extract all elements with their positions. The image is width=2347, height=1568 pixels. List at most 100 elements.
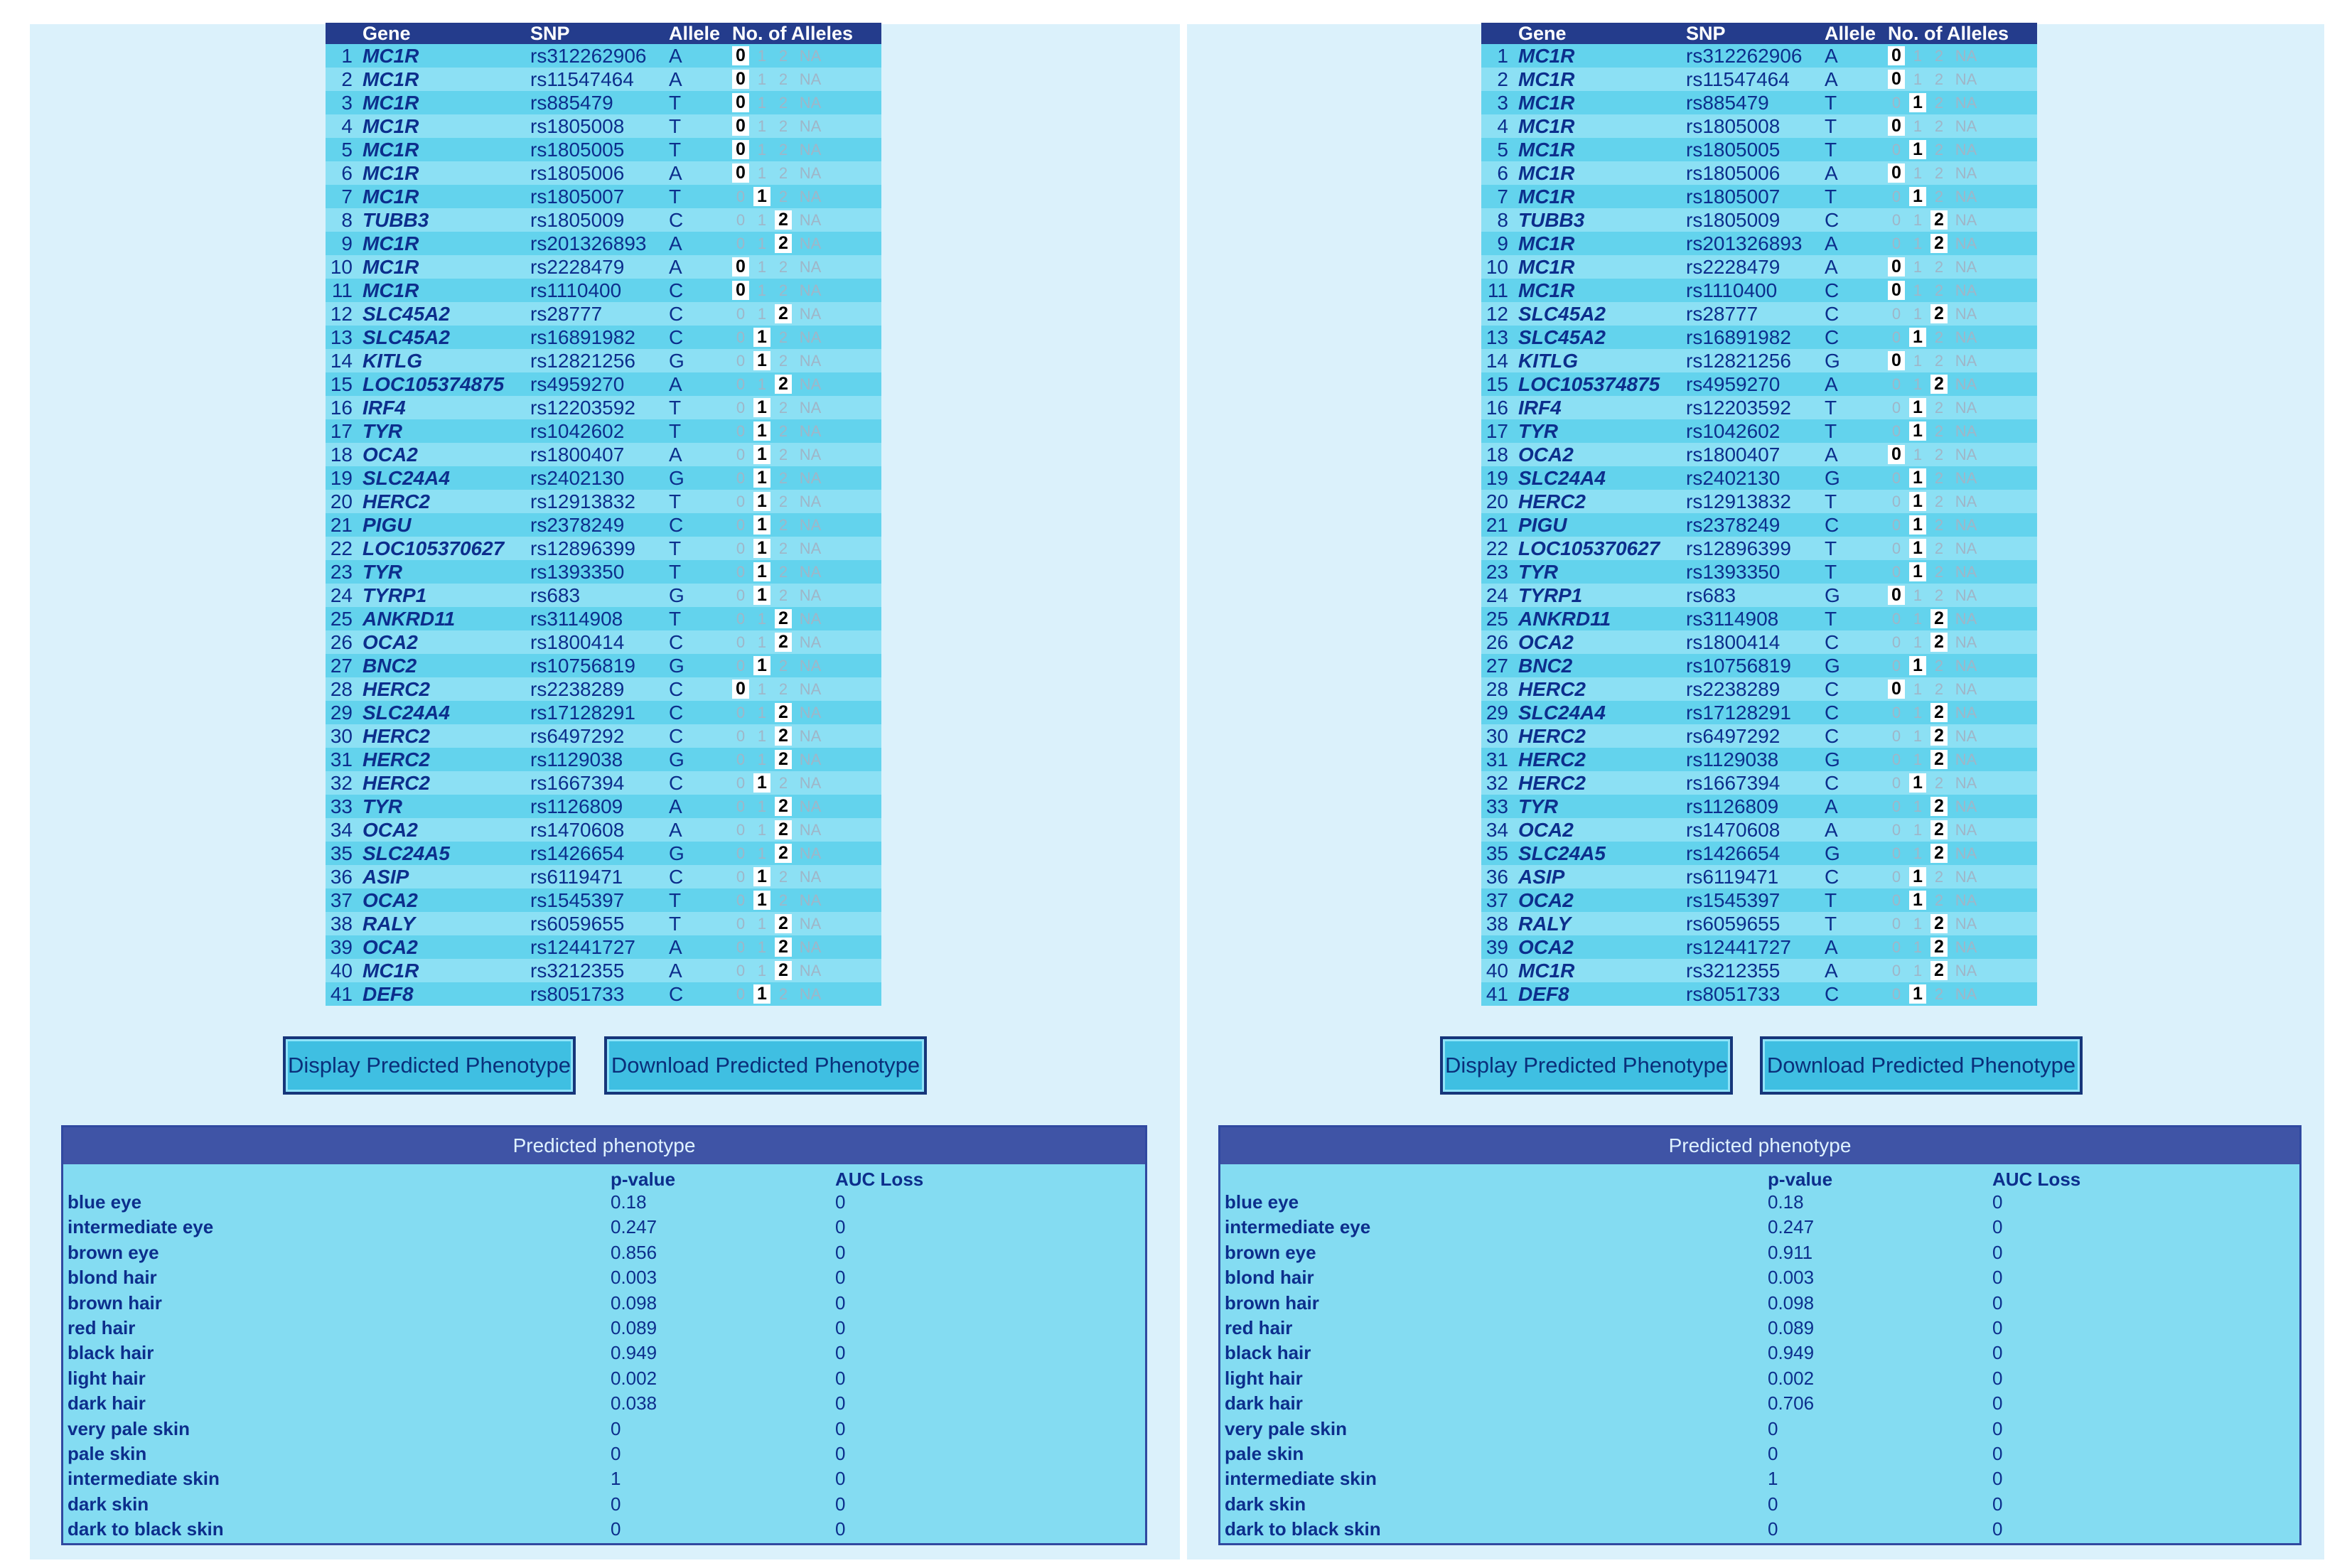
allele-count-option-1[interactable]: 1 xyxy=(757,164,767,182)
allele-count-option-0[interactable]: 0 xyxy=(732,257,749,276)
allele-count-option-2[interactable]: 2 xyxy=(778,422,788,440)
allele-count-option-1[interactable]: 1 xyxy=(1909,421,1926,441)
allele-count-option-na[interactable]: NA xyxy=(799,516,822,534)
allele-count-option-1[interactable]: 1 xyxy=(753,867,770,886)
allele-count-option-1[interactable]: 1 xyxy=(1913,798,1923,815)
allele-count-option-1[interactable]: 1 xyxy=(1909,562,1926,581)
allele-count-option-na[interactable]: NA xyxy=(1955,751,1977,768)
allele-count-option-na[interactable]: NA xyxy=(1955,469,1977,487)
allele-count-option-na[interactable]: NA xyxy=(799,586,822,604)
display-predicted-phenotype-button[interactable]: Display Predicted Phenotype xyxy=(283,1036,576,1095)
allele-count-option-0[interactable]: 0 xyxy=(1891,938,1901,956)
allele-count-option-1[interactable]: 1 xyxy=(757,70,767,88)
allele-count-option-0[interactable]: 0 xyxy=(1891,94,1901,112)
allele-count-option-0[interactable]: 0 xyxy=(736,539,746,557)
allele-count-option-na[interactable]: NA xyxy=(1955,352,1977,370)
allele-count-option-na[interactable]: NA xyxy=(799,680,822,698)
allele-count-option-na[interactable]: NA xyxy=(1955,516,1977,534)
allele-count-option-1[interactable]: 1 xyxy=(757,281,767,299)
allele-count-option-2[interactable]: 2 xyxy=(1930,844,1948,863)
allele-count-option-2[interactable]: 2 xyxy=(1934,469,1944,487)
allele-count-option-2[interactable]: 2 xyxy=(778,868,788,886)
allele-count-option-0[interactable]: 0 xyxy=(1891,328,1901,346)
allele-count-option-2[interactable]: 2 xyxy=(775,609,792,628)
allele-count-option-na[interactable]: NA xyxy=(799,235,822,252)
allele-count-option-1[interactable]: 1 xyxy=(757,680,767,698)
allele-count-option-na[interactable]: NA xyxy=(799,915,822,933)
allele-count-option-1[interactable]: 1 xyxy=(1913,305,1923,323)
allele-count-option-1[interactable]: 1 xyxy=(753,656,770,675)
allele-count-option-0[interactable]: 0 xyxy=(736,657,746,675)
allele-count-option-na[interactable]: NA xyxy=(1955,563,1977,581)
allele-count-option-0[interactable]: 0 xyxy=(1891,493,1901,510)
allele-count-option-0[interactable]: 0 xyxy=(732,281,749,300)
allele-count-option-1[interactable]: 1 xyxy=(1913,446,1923,463)
allele-count-option-0[interactable]: 0 xyxy=(1891,422,1901,440)
allele-count-option-2[interactable]: 2 xyxy=(1934,516,1944,534)
allele-count-option-0[interactable]: 0 xyxy=(1891,727,1901,745)
allele-count-option-1[interactable]: 1 xyxy=(1909,328,1926,347)
allele-count-option-0[interactable]: 0 xyxy=(1891,751,1901,768)
allele-count-option-1[interactable]: 1 xyxy=(753,539,770,558)
allele-count-option-2[interactable]: 2 xyxy=(1934,446,1944,463)
allele-count-option-na[interactable]: NA xyxy=(1955,281,1977,299)
allele-count-option-na[interactable]: NA xyxy=(799,94,822,112)
allele-count-option-na[interactable]: NA xyxy=(1955,680,1977,698)
allele-count-option-0[interactable]: 0 xyxy=(1891,657,1901,675)
allele-count-option-na[interactable]: NA xyxy=(799,868,822,886)
allele-count-option-0[interactable]: 0 xyxy=(736,328,746,346)
allele-count-option-1[interactable]: 1 xyxy=(1913,235,1923,252)
allele-count-option-0[interactable]: 0 xyxy=(736,422,746,440)
allele-count-option-2[interactable]: 2 xyxy=(1930,938,1948,957)
allele-count-option-1[interactable]: 1 xyxy=(1909,93,1926,112)
allele-count-option-1[interactable]: 1 xyxy=(753,421,770,441)
allele-count-option-1[interactable]: 1 xyxy=(1913,352,1923,370)
allele-count-option-na[interactable]: NA xyxy=(799,141,822,159)
allele-count-option-na[interactable]: NA xyxy=(799,258,822,276)
allele-count-option-na[interactable]: NA xyxy=(1955,446,1977,463)
allele-count-option-na[interactable]: NA xyxy=(1955,844,1977,862)
allele-count-option-1[interactable]: 1 xyxy=(757,962,767,979)
allele-count-option-na[interactable]: NA xyxy=(1955,141,1977,159)
allele-count-option-2[interactable]: 2 xyxy=(775,304,792,323)
allele-count-option-2[interactable]: 2 xyxy=(778,586,788,604)
allele-count-option-na[interactable]: NA xyxy=(799,375,822,393)
allele-count-option-na[interactable]: NA xyxy=(799,469,822,487)
allele-count-option-na[interactable]: NA xyxy=(1955,586,1977,604)
allele-count-option-0[interactable]: 0 xyxy=(736,962,746,979)
allele-count-option-2[interactable]: 2 xyxy=(778,516,788,534)
allele-count-option-2[interactable]: 2 xyxy=(778,493,788,510)
allele-count-option-1[interactable]: 1 xyxy=(1913,70,1923,88)
allele-count-option-0[interactable]: 0 xyxy=(736,446,746,463)
allele-count-option-2[interactable]: 2 xyxy=(778,539,788,557)
allele-count-option-0[interactable]: 0 xyxy=(1888,351,1905,370)
allele-count-option-0[interactable]: 0 xyxy=(1891,844,1901,862)
allele-count-option-na[interactable]: NA xyxy=(799,727,822,745)
allele-count-option-2[interactable]: 2 xyxy=(778,188,788,205)
allele-count-option-2[interactable]: 2 xyxy=(1934,539,1944,557)
allele-count-option-na[interactable]: NA xyxy=(1955,70,1977,88)
allele-count-option-2[interactable]: 2 xyxy=(778,352,788,370)
allele-count-option-1[interactable]: 1 xyxy=(1913,281,1923,299)
allele-count-option-1[interactable]: 1 xyxy=(753,984,770,1004)
allele-count-option-2[interactable]: 2 xyxy=(778,117,788,135)
allele-count-option-1[interactable]: 1 xyxy=(757,211,767,229)
allele-count-option-0[interactable]: 0 xyxy=(732,46,749,65)
allele-count-option-1[interactable]: 1 xyxy=(757,610,767,628)
allele-count-option-na[interactable]: NA xyxy=(799,938,822,956)
allele-count-option-1[interactable]: 1 xyxy=(753,562,770,581)
allele-count-option-2[interactable]: 2 xyxy=(1930,726,1948,746)
allele-count-option-1[interactable]: 1 xyxy=(1909,515,1926,535)
allele-count-option-1[interactable]: 1 xyxy=(1913,821,1923,839)
allele-count-option-1[interactable]: 1 xyxy=(753,351,770,370)
allele-count-option-2[interactable]: 2 xyxy=(1934,680,1944,698)
allele-count-option-2[interactable]: 2 xyxy=(1930,633,1948,652)
allele-count-option-1[interactable]: 1 xyxy=(757,375,767,393)
allele-count-option-0[interactable]: 0 xyxy=(1891,985,1901,1003)
allele-count-option-0[interactable]: 0 xyxy=(1891,962,1901,979)
allele-count-option-na[interactable]: NA xyxy=(1955,657,1977,675)
allele-count-option-2[interactable]: 2 xyxy=(1934,493,1944,510)
allele-count-option-2[interactable]: 2 xyxy=(778,141,788,159)
allele-count-option-na[interactable]: NA xyxy=(1955,985,1977,1003)
allele-count-option-na[interactable]: NA xyxy=(799,563,822,581)
